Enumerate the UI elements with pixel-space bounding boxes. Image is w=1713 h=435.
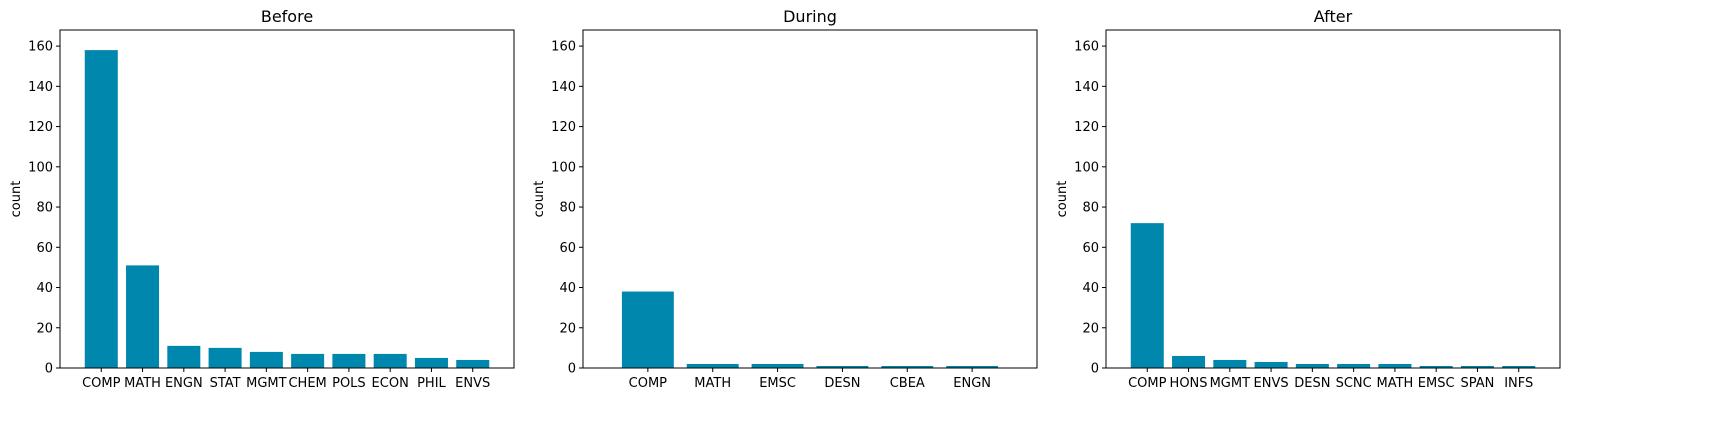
x-tick-label: COMP [1128, 376, 1167, 391]
y-tick-label: 160 [551, 40, 576, 55]
bar-scnc [1337, 363, 1371, 368]
axes-frame [1105, 29, 1561, 369]
y-tick-label: 80 [36, 201, 53, 216]
y-tick-label: 0 [1091, 362, 1099, 377]
y-tick-label: 20 [1082, 321, 1099, 336]
y-tick-label: 100 [1074, 160, 1099, 175]
x-tick-label: COMP [82, 376, 121, 391]
y-tick-label: 160 [1074, 40, 1099, 55]
x-tick-label: DESN [1294, 376, 1330, 391]
y-tick-label: 60 [1082, 241, 1099, 256]
y-axis-label: count [1055, 181, 1070, 218]
bar-cbea [881, 365, 934, 368]
x-tick-label: MGMT [246, 376, 287, 391]
y-tick-label: 140 [551, 80, 576, 95]
chart-title: After [1314, 7, 1353, 26]
x-tick-label: CBEA [890, 376, 925, 391]
x-tick-label: ECON [372, 376, 409, 391]
x-tick-label: ENVS [1254, 376, 1289, 391]
x-tick-label: PHIL [417, 376, 446, 391]
y-tick-label: 120 [551, 120, 576, 135]
chart-title: Before [261, 7, 313, 26]
y-tick-label: 160 [28, 40, 53, 55]
axes-frame [59, 29, 515, 369]
x-tick-label: EMSC [759, 376, 796, 391]
bar-envs [456, 359, 490, 368]
bar-engn [946, 365, 999, 368]
bar-math [1378, 363, 1412, 368]
x-tick-label: HONS [1170, 376, 1208, 391]
y-tick-label: 140 [1074, 80, 1099, 95]
y-tick-label: 40 [1082, 281, 1099, 296]
bar-pols [332, 353, 366, 368]
y-tick-label: 40 [559, 281, 576, 296]
bar-phil [414, 357, 448, 368]
x-tick-label: EMSC [1418, 376, 1455, 391]
y-tick-label: 100 [551, 160, 576, 175]
bar-emsc [751, 363, 804, 368]
axes-frame [582, 29, 1038, 369]
bar-stat [208, 347, 242, 368]
x-tick-label: ENGN [953, 376, 991, 391]
y-tick-label: 60 [36, 241, 53, 256]
chart-title: During [783, 7, 837, 26]
bar-comp [84, 50, 118, 368]
bar-desn [816, 365, 869, 368]
x-tick-label: MATH [1376, 376, 1413, 391]
y-tick-label: 40 [36, 281, 53, 296]
x-tick-label: MGMT [1210, 376, 1251, 391]
y-tick-label: 120 [1074, 120, 1099, 135]
x-tick-label: STAT [210, 376, 241, 391]
chart-panel-2: During count COMP MATH EMSC DESN CBEA ENGN 0 20 40… [532, 7, 1038, 391]
x-tick-label: ENGN [165, 376, 203, 391]
y-axis-label: count [9, 181, 24, 218]
x-tick-label: INFS [1504, 376, 1533, 391]
x-tick-label: ENVS [455, 376, 490, 391]
bar-hons [1172, 355, 1206, 368]
bar-mgmt [1213, 359, 1247, 368]
x-tick-label: DESN [824, 376, 860, 391]
bar-infs [1502, 365, 1536, 368]
y-tick-label: 60 [559, 241, 576, 256]
bar-math [686, 363, 739, 368]
y-tick-label: 20 [559, 321, 576, 336]
bar-chem [291, 353, 325, 368]
y-tick-label: 80 [559, 201, 576, 216]
x-tick-label: MATH [124, 376, 161, 391]
y-tick-label: 120 [28, 120, 53, 135]
bar-math [126, 265, 160, 368]
bar-desn [1295, 363, 1329, 368]
x-tick-label: MATH [694, 376, 731, 391]
y-tick-label: 0 [568, 362, 576, 377]
bar-econ [373, 353, 407, 368]
bar-engn [167, 345, 201, 368]
bar-envs [1254, 361, 1288, 368]
chart-panel-1: Before count COMP MATH ENGN STAT MGMT CHEM POLS E… [9, 7, 515, 391]
x-tick-label: SPAN [1461, 376, 1495, 391]
y-axis-label: count [532, 181, 547, 218]
y-tick-label: 80 [1082, 201, 1099, 216]
x-tick-label: POLS [332, 376, 366, 391]
bar-emsc [1419, 365, 1453, 368]
bar-comp [1130, 223, 1164, 368]
x-tick-label: SCNC [1336, 376, 1372, 391]
bar-span [1460, 365, 1494, 368]
chart-panel-3: After count COMP HONS MGMT ENVS DESN SCNC MATH EM… [1055, 7, 1561, 391]
y-tick-label: 0 [45, 362, 53, 377]
y-tick-label: 100 [28, 160, 53, 175]
y-tick-label: 20 [36, 321, 53, 336]
y-tick-label: 140 [28, 80, 53, 95]
bar-mgmt [249, 351, 283, 368]
x-tick-label: COMP [629, 376, 668, 391]
x-tick-label: CHEM [288, 376, 326, 391]
bar-comp [621, 291, 674, 368]
